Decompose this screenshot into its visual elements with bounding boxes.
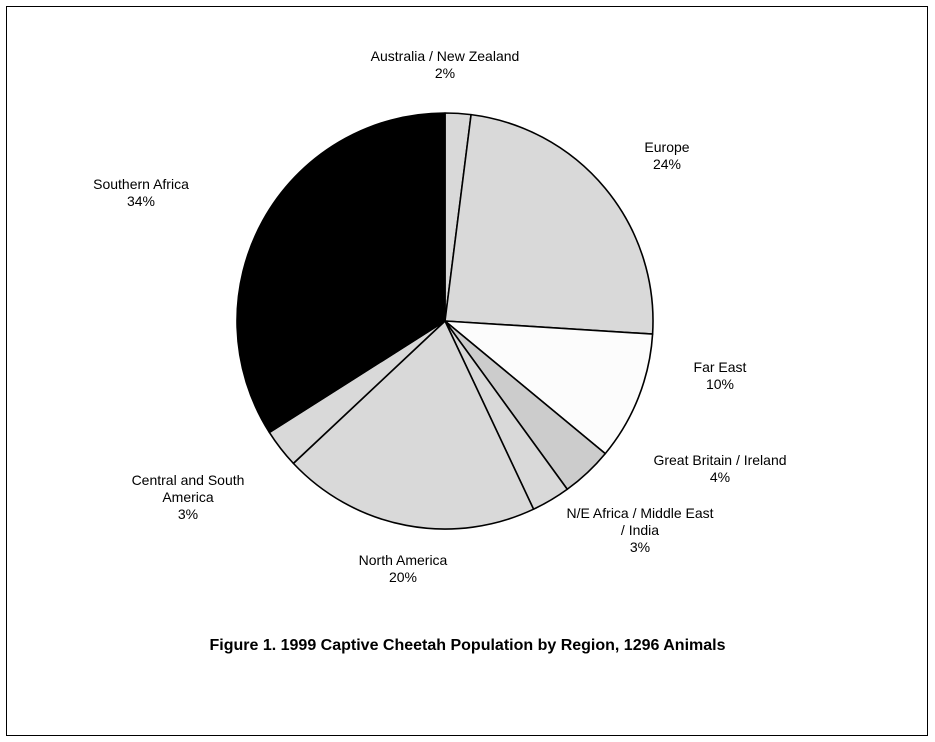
slice-category-label: N/E Africa / Middle East bbox=[566, 505, 713, 521]
slice-category-label: Southern Africa bbox=[93, 176, 189, 192]
slice-category-label: / India bbox=[621, 522, 659, 538]
slice-percent-label: 20% bbox=[389, 569, 417, 585]
slice-percent-label: 3% bbox=[630, 539, 650, 555]
slice-category-label: Central and South bbox=[132, 472, 245, 488]
slice-category-label: Australia / New Zealand bbox=[371, 48, 520, 64]
slice-percent-label: 10% bbox=[706, 376, 734, 392]
pie-slices bbox=[236, 112, 654, 530]
slice-percent-label: 34% bbox=[127, 193, 155, 209]
pie-slice-6 bbox=[292, 320, 535, 530]
pie-slice-3 bbox=[444, 320, 654, 455]
slice-percent-label: 4% bbox=[710, 469, 730, 485]
slice-percent-label: 3% bbox=[178, 506, 198, 522]
pie-slice-2 bbox=[444, 113, 654, 335]
slice-category-label: North America bbox=[359, 552, 448, 568]
pie-slice-8 bbox=[236, 112, 446, 434]
slice-category-label: Europe bbox=[644, 139, 689, 155]
slice-percent-label: 2% bbox=[435, 65, 455, 81]
slice-category-label: America bbox=[162, 489, 214, 505]
slice-category-label: Great Britain / Ireland bbox=[653, 452, 786, 468]
slice-percent-label: 24% bbox=[653, 156, 681, 172]
slice-category-label: Far East bbox=[694, 359, 747, 375]
figure-caption: Figure 1. 1999 Captive Cheetah Populatio… bbox=[209, 637, 726, 654]
